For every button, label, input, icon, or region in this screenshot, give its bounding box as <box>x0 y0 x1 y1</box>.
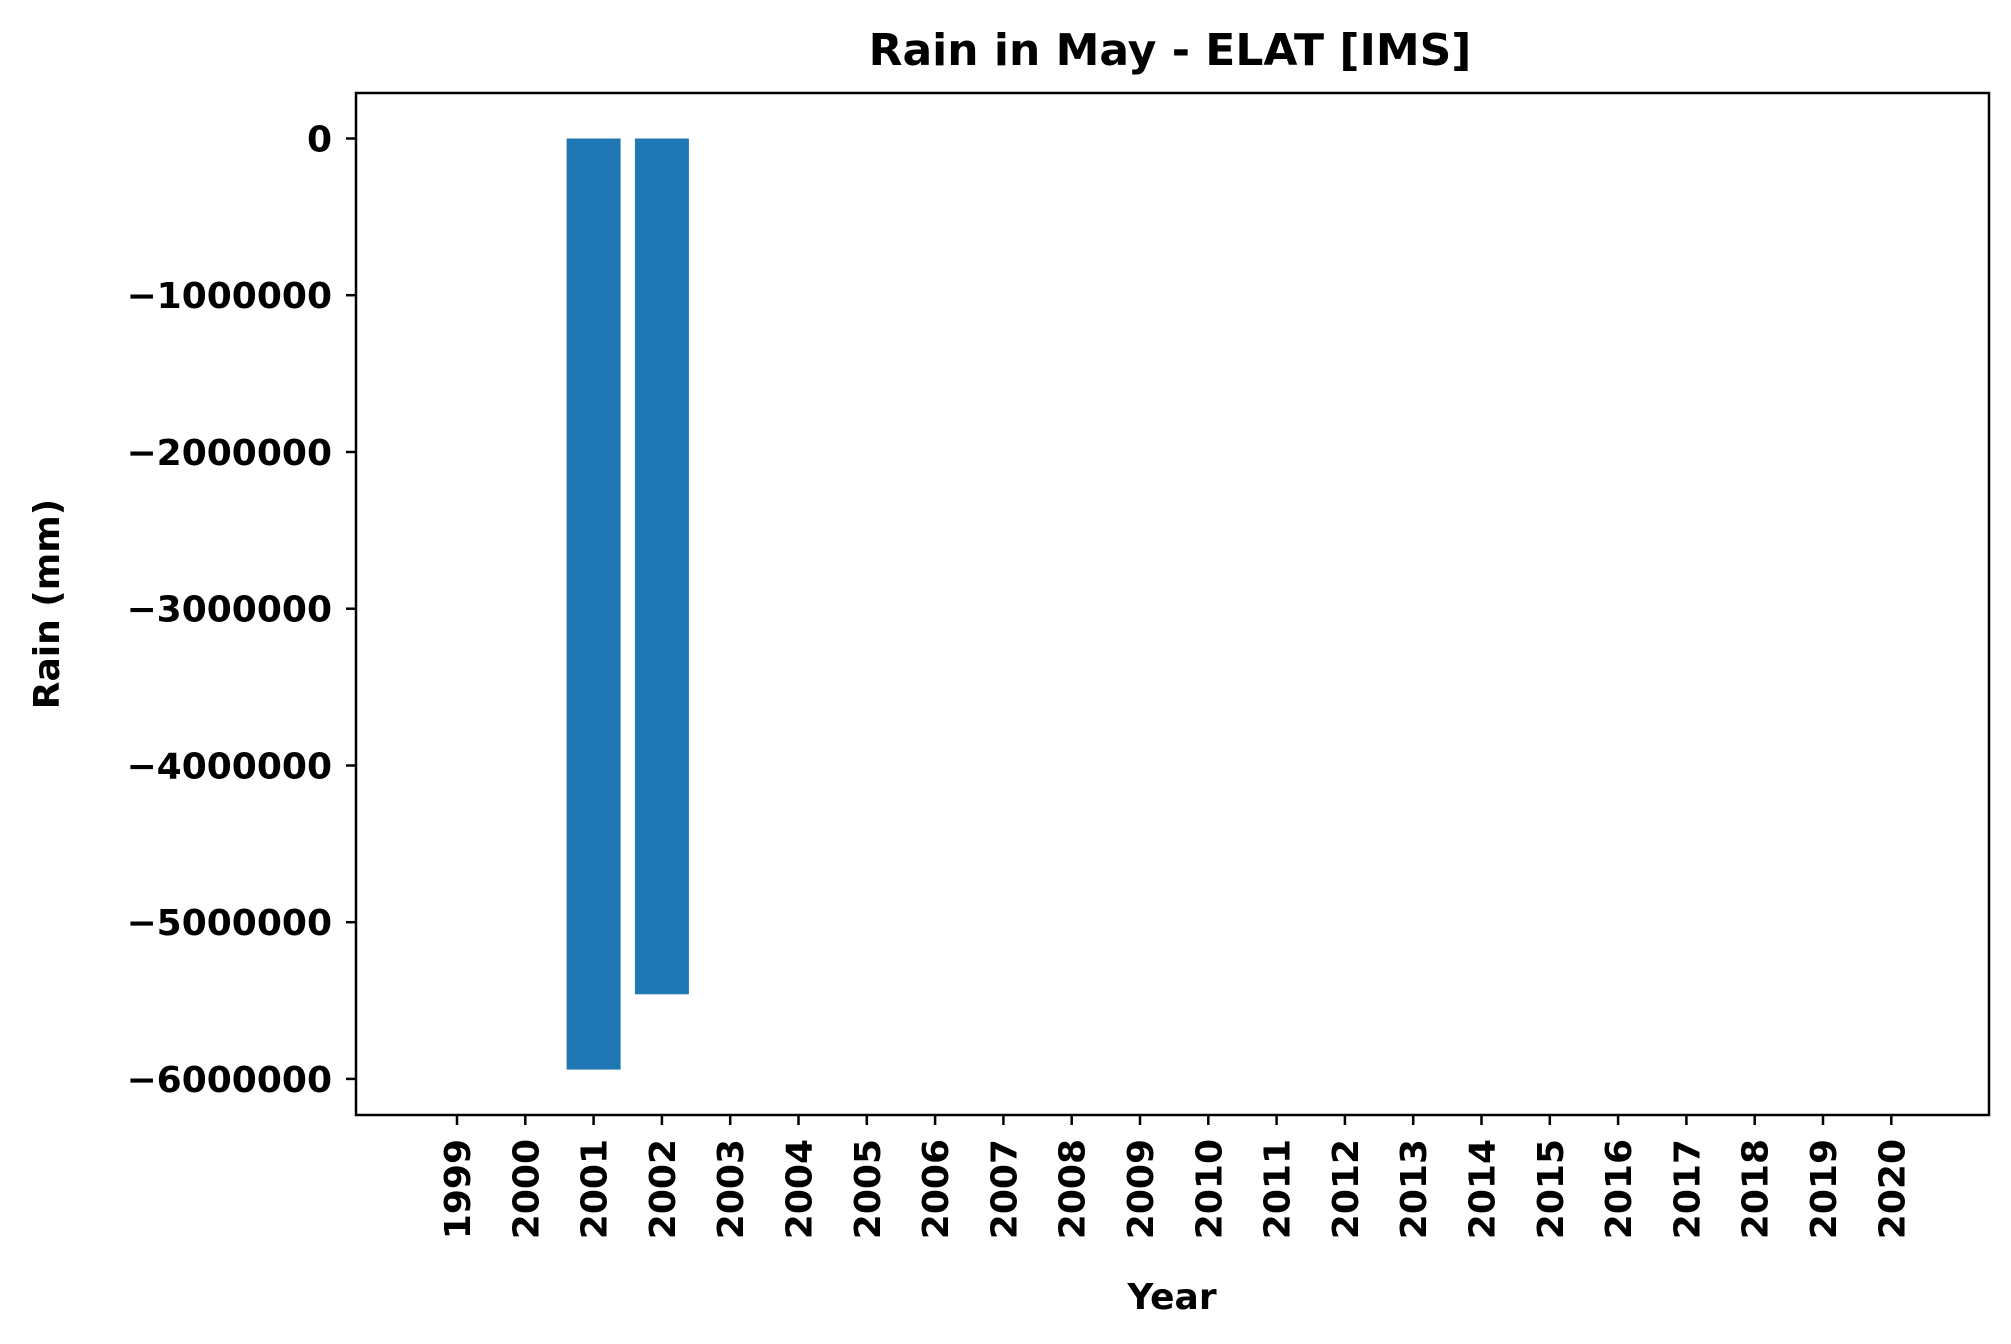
y-axis: 0 −1000000 −2000000 −3000000 −4000000 −500000… <box>126 120 356 1101</box>
y-tick-label: 0 <box>307 120 332 161</box>
x-tick-label-2002: 2002 <box>643 1139 684 1239</box>
x-tick-label-2003: 2003 <box>711 1139 752 1239</box>
y-axis-label: Rain (mm) <box>27 499 68 709</box>
plot-frame <box>354 91 1991 1117</box>
x-tick-label-2017: 2017 <box>1667 1139 1708 1239</box>
y-tick-label: −1000000 <box>126 276 332 317</box>
bar-2002 <box>634 138 689 995</box>
x-tick-label-2013: 2013 <box>1394 1139 1435 1239</box>
x-tick-label-2000: 2000 <box>506 1139 547 1239</box>
x-axis-label: Year <box>1126 1277 1216 1318</box>
x-axis: 1999 2000 2001 2002 2003 2004 2005 2006 2007 2008… <box>438 1115 1913 1239</box>
x-tick-label-2011: 2011 <box>1258 1139 1299 1239</box>
x-tick-label-2016: 2016 <box>1599 1139 1640 1239</box>
y-tick-label: −4000000 <box>126 747 332 788</box>
x-tick-label-2014: 2014 <box>1463 1139 1504 1239</box>
x-tick-label-2019: 2019 <box>1804 1139 1845 1239</box>
x-tick-label-2009: 2009 <box>1121 1139 1162 1239</box>
y-tick-label: −6000000 <box>126 1060 332 1101</box>
x-tick-label-2020: 2020 <box>1872 1139 1913 1239</box>
x-tick-label-2008: 2008 <box>1053 1139 1094 1239</box>
x-tick-label-2007: 2007 <box>984 1139 1025 1239</box>
x-tick-label-2015: 2015 <box>1531 1139 1572 1239</box>
x-tick-label-2001: 2001 <box>575 1139 616 1239</box>
x-tick-label-1999: 1999 <box>438 1139 479 1239</box>
bar-2001 <box>566 138 621 1070</box>
x-tick-label-2010: 2010 <box>1189 1139 1230 1239</box>
x-tick-label-2012: 2012 <box>1326 1139 1367 1239</box>
x-tick-label-2006: 2006 <box>916 1139 957 1239</box>
x-tick-label-2004: 2004 <box>780 1139 821 1239</box>
x-tick-label-2005: 2005 <box>848 1139 889 1239</box>
y-tick-label: −5000000 <box>126 903 332 944</box>
chart-title: Rain in May - ELAT [IMS] <box>869 25 1472 76</box>
bars-layer <box>566 138 689 1070</box>
y-tick-label: −3000000 <box>126 590 332 631</box>
x-tick-label-2018: 2018 <box>1736 1139 1777 1239</box>
y-tick-label: −2000000 <box>126 433 332 474</box>
